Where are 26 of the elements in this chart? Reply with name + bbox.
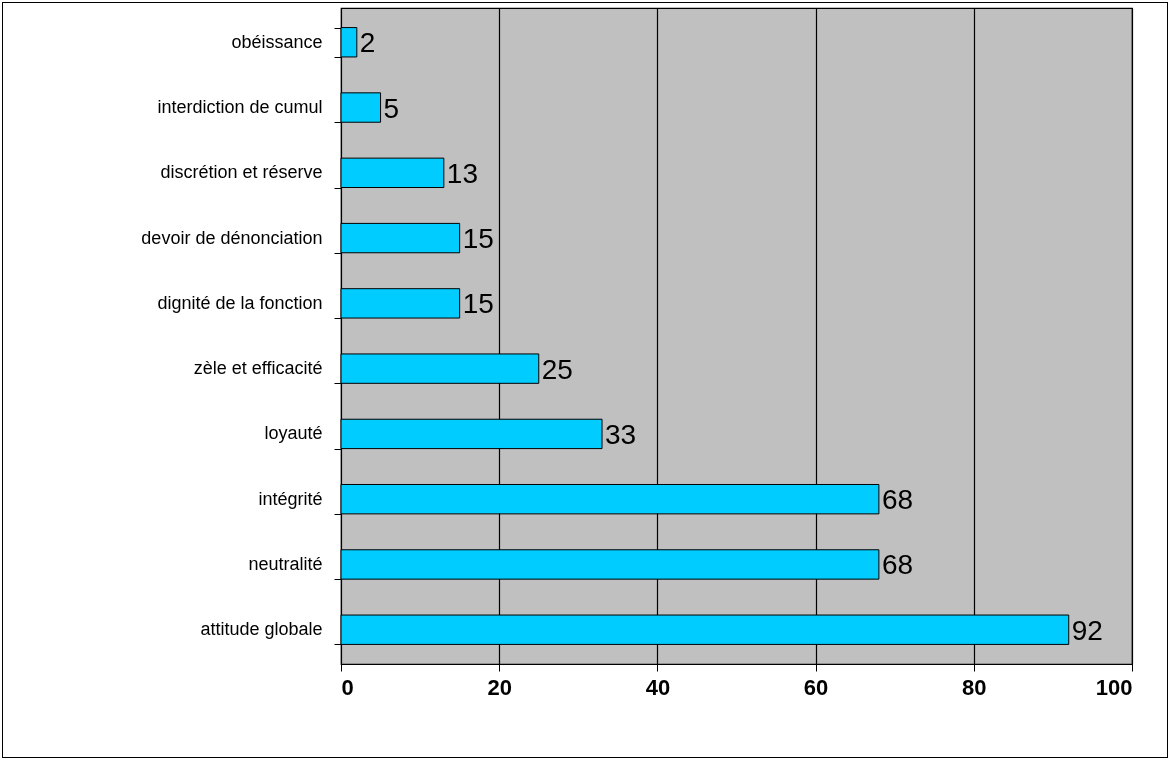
x-tick-label: 40 (645, 674, 671, 700)
data-label: 15 (462, 223, 494, 255)
x-tick-label: 0 (341, 674, 354, 700)
y-tick-label: obéissance (231, 31, 323, 52)
x-tick-label: 60 (803, 674, 829, 700)
y-tick-label: loyauté (264, 423, 323, 444)
y-tick-label: dignité de la fonction (157, 292, 323, 313)
data-label: 68 (881, 484, 914, 516)
y-tick-label: discrétion et réserve (160, 162, 323, 183)
y-tick-label: zèle et efficacité (193, 358, 323, 379)
x-tick-label: 100 (1095, 674, 1133, 700)
y-tick-label: neutralité (248, 553, 323, 574)
y-tick-label: attitude globale (200, 619, 323, 640)
data-label: 15 (462, 288, 494, 320)
data-label: 13 (446, 157, 478, 189)
x-tick-label: 20 (487, 674, 512, 700)
y-tick-label: interdiction de cumul (157, 97, 323, 118)
y-tick-label: intégrité (258, 488, 323, 509)
data-label: 25 (541, 353, 573, 385)
data-label: 33 (605, 418, 637, 450)
data-label: 92 (1071, 614, 1103, 646)
y-tick-label: devoir de dénonciation (141, 227, 323, 248)
x-tick-label: 80 (962, 674, 987, 700)
data-label: 68 (881, 549, 914, 581)
data-label: 5 (383, 92, 400, 124)
data-label: 2 (359, 27, 376, 59)
